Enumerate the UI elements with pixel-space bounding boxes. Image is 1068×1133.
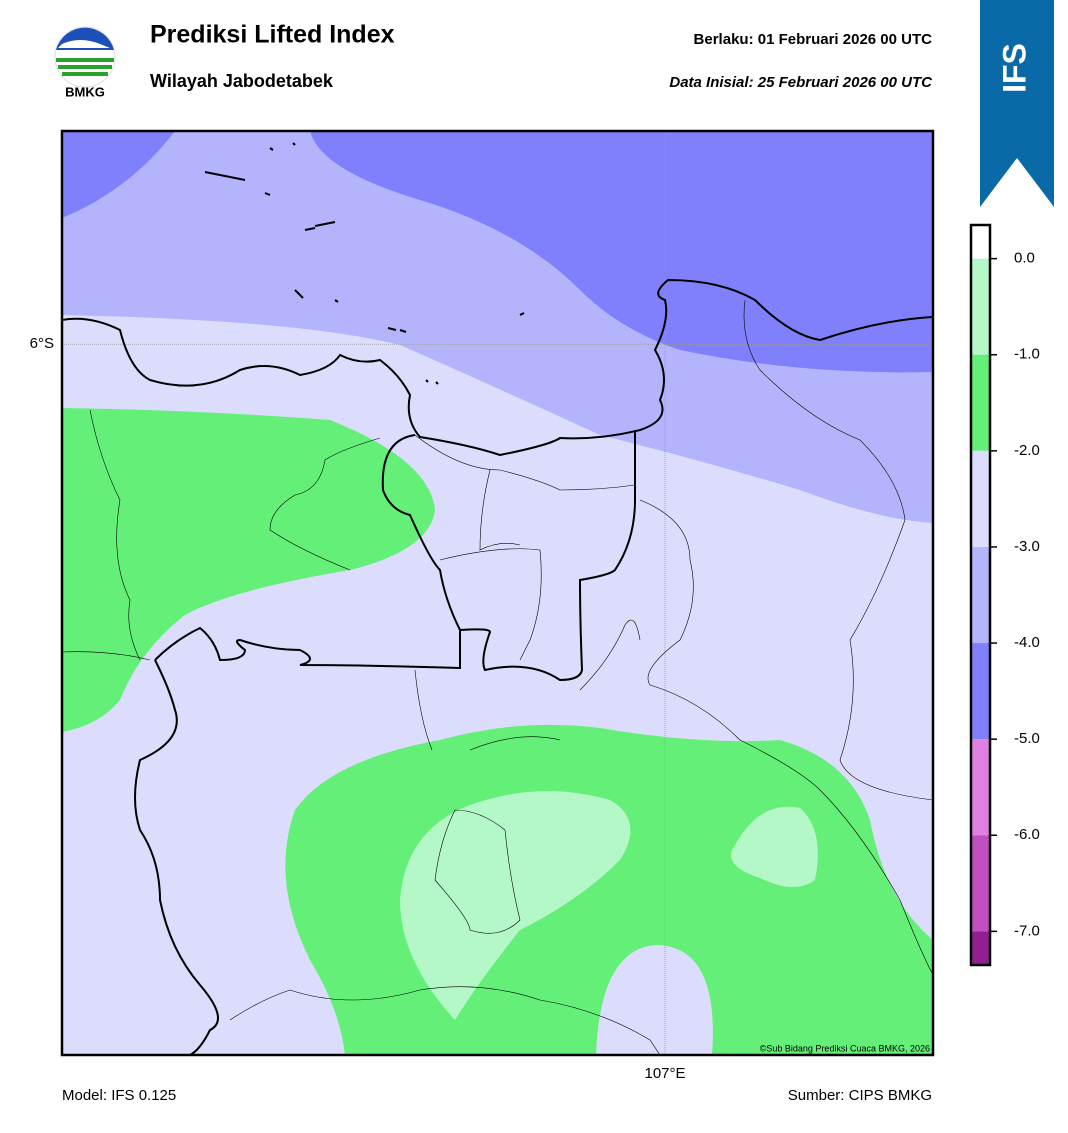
colorbar-bin [971,835,990,932]
init-time: Data Inisial: 25 Februari 2026 00 UTC [669,74,933,91]
model: Model: IFS 0.125 [62,1087,176,1104]
colorbar-label: -7.0 [1014,922,1040,939]
credit: ©Sub Bidang Prediksi Cuaca BMKG, 2026 [760,1043,930,1053]
colorbar-bin [971,931,990,965]
colorbar-bin [971,739,990,836]
badge [980,0,1054,207]
colorbar-bin [971,258,990,355]
lat-label: 6°S [30,335,54,352]
colorbar-label: -6.0 [1014,826,1040,843]
colorbar-label: -5.0 [1014,730,1040,747]
logo-text: BMKG [65,84,105,99]
valid-time: Berlaku: 01 Februari 2026 00 UTC [694,31,933,48]
colorbar-bin [971,546,990,644]
colorbar-label: -3.0 [1014,538,1040,555]
badge-text: IFS [996,43,1032,93]
map: ©Sub Bidang Prediksi Cuaca BMKG, 2026 [62,131,933,1055]
colorbar-frame [969,223,992,967]
colorbar-bin [971,450,990,547]
colorbar-bin [971,643,990,740]
colorbar-label: -4.0 [1014,634,1040,651]
lon-label: 107°E [644,1065,685,1082]
title: Prediksi Lifted Index [150,21,395,49]
map-frame [60,129,935,1057]
source: Sumber: CIPS BMKG [788,1087,932,1104]
logo: BMKG [54,26,116,99]
subtitle: Wilayah Jabodetabek [150,71,334,91]
colorbar-bin [971,354,990,451]
colorbar-label: -2.0 [1014,442,1040,459]
colorbar-bin [971,225,990,259]
colorbar-label: -1.0 [1014,346,1040,363]
colorbar-label: 0.0 [1014,250,1035,267]
